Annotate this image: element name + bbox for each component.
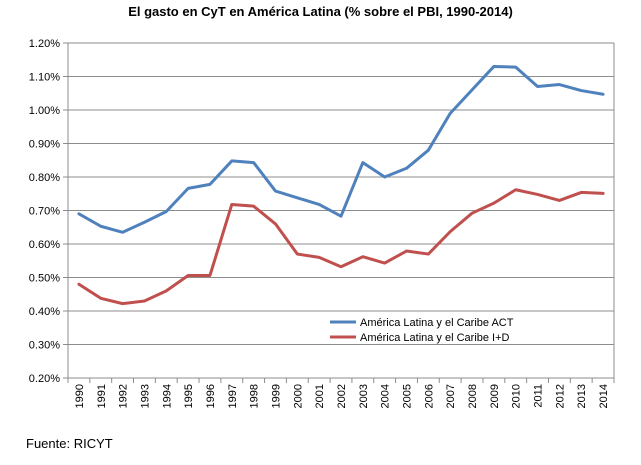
data-point — [165, 210, 168, 213]
x-tick-label: 1997 — [227, 384, 239, 408]
data-point — [231, 160, 233, 162]
x-tick-label: 2009 — [489, 384, 501, 408]
data-point — [514, 66, 517, 68]
x-tick-label: 2004 — [380, 384, 392, 408]
legend-label: América Latina y el Caribe I+D — [360, 332, 510, 344]
x-tick-label: 2001 — [314, 384, 326, 408]
source-note: Fuente: RICYT — [26, 436, 113, 451]
x-tick-label: 1991 — [96, 384, 108, 408]
x-tick-label: 2013 — [576, 384, 588, 408]
y-tick-label: 1.20% — [29, 38, 60, 50]
data-point — [536, 85, 539, 88]
data-point — [340, 265, 342, 268]
data-point — [383, 176, 386, 178]
data-point — [252, 161, 255, 164]
data-point — [296, 196, 299, 199]
x-tick-label: 2010 — [511, 384, 523, 408]
data-point — [471, 89, 473, 91]
data-point — [580, 89, 583, 92]
data-point — [143, 300, 146, 302]
data-point — [121, 231, 124, 234]
x-tick-label: 1994 — [161, 384, 173, 408]
x-tick-label: 2000 — [292, 384, 304, 408]
x-tick-label: 2002 — [336, 384, 348, 408]
x-tick-label: 2006 — [423, 384, 435, 408]
y-tick-label: 0.40% — [29, 306, 60, 318]
data-point — [318, 256, 320, 259]
legend: América Latina y el Caribe ACT América La… — [330, 317, 514, 344]
x-tick-label: 2007 — [445, 384, 457, 408]
x-tick-label: 2005 — [402, 384, 414, 408]
data-point — [165, 290, 168, 292]
data-point — [471, 212, 473, 214]
x-tick-label: 1990 — [74, 384, 86, 408]
data-point — [383, 262, 386, 264]
data-point — [274, 190, 277, 192]
y-tick-label: 0.70% — [29, 206, 60, 218]
chart-title: El gasto en CyT en América Latina (% sob… — [128, 4, 513, 19]
data-point — [362, 161, 364, 164]
data-point — [493, 65, 495, 68]
data-point — [99, 297, 102, 300]
data-point — [580, 191, 583, 194]
data-point — [558, 83, 561, 86]
data-point — [231, 203, 233, 206]
data-point — [602, 93, 604, 96]
x-tick-label: 1998 — [249, 384, 261, 408]
legend-label: América Latina y el Caribe ACT — [360, 317, 514, 329]
data-point — [209, 274, 211, 277]
data-point — [296, 253, 299, 255]
x-tick-label: 1995 — [183, 384, 195, 408]
data-point — [318, 203, 320, 206]
data-point — [187, 187, 189, 190]
y-tick-label: 0.80% — [29, 172, 60, 184]
data-point — [558, 199, 561, 202]
x-tick-label: 1996 — [205, 384, 217, 408]
data-point — [209, 183, 211, 186]
data-point — [340, 215, 342, 217]
x-tick-label: 2008 — [467, 384, 479, 408]
x-tick-label: 2003 — [358, 384, 370, 408]
y-axis-ticks: 0.20% 0.30% 0.40% 0.50% 0.60% 0.70% 0.80% 0.90%… — [29, 38, 68, 385]
y-tick-label: 0.90% — [29, 139, 60, 151]
y-tick-label: 0.60% — [29, 239, 60, 251]
y-tick-label: 0.30% — [29, 340, 60, 352]
data-point — [143, 221, 146, 224]
x-tick-label: 1993 — [139, 384, 151, 408]
y-tick-label: 0.20% — [29, 373, 60, 385]
x-tick-label: 2014 — [598, 384, 610, 408]
y-tick-label: 1.10% — [29, 72, 60, 84]
x-tick-label: 1992 — [118, 384, 130, 408]
data-point — [405, 250, 408, 252]
axes — [67, 43, 615, 379]
x-tick-label: 1999 — [270, 384, 282, 408]
x-axis-ticks: 1990 1991 1992 1993 1994 1995 1996 1997 1998 1999… — [67, 378, 615, 408]
data-point — [536, 193, 539, 196]
x-tick-label: 2011 — [533, 384, 545, 408]
y-tick-label: 0.50% — [29, 273, 60, 285]
data-point — [362, 255, 364, 258]
data-point — [274, 223, 277, 225]
data-point — [449, 230, 452, 233]
data-point — [187, 274, 189, 277]
y-tick-label: 1.00% — [29, 105, 60, 117]
series-lines — [77, 64, 605, 306]
data-point — [252, 205, 255, 207]
data-point — [449, 112, 452, 115]
data-point — [99, 225, 102, 228]
data-point — [78, 283, 80, 286]
data-point — [427, 253, 430, 255]
data-point — [405, 167, 408, 170]
data-point — [78, 213, 80, 215]
x-tick-label: 2012 — [554, 384, 566, 408]
data-point — [602, 192, 604, 195]
data-point — [121, 302, 124, 305]
data-point — [493, 202, 495, 204]
data-point — [427, 149, 430, 151]
data-point — [514, 188, 517, 191]
